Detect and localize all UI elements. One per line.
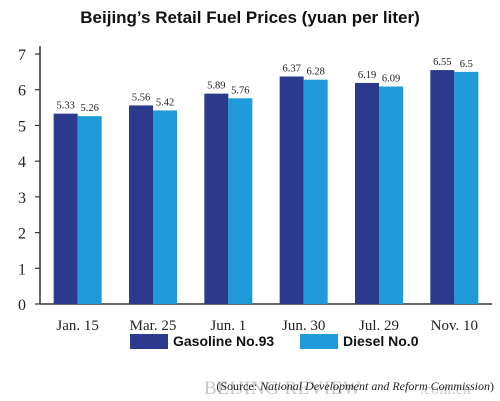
bar-diesel xyxy=(228,98,253,305)
source-note: (Source: National Development and Reform… xyxy=(216,379,494,393)
y-tick-label: 4 xyxy=(18,154,26,171)
y-tick-label: 5 xyxy=(18,118,26,135)
x-tick-label: Mar. 25 xyxy=(130,318,177,334)
legend-label-gasoline: Gasoline No.93 xyxy=(173,333,274,349)
data-label: 6.5 xyxy=(460,59,473,70)
data-label: 6.55 xyxy=(433,57,451,68)
bar-gasoline xyxy=(279,76,304,304)
data-label: 5.33 xyxy=(56,101,74,112)
watermark-name: BEIJING REVIEW xyxy=(204,378,361,399)
data-label: 5.56 xyxy=(132,92,150,103)
y-tick-label: 2 xyxy=(18,226,26,243)
legend-label-diesel: Diesel No.0 xyxy=(343,333,419,349)
bar-gasoline xyxy=(129,105,153,304)
bar-diesel xyxy=(303,79,328,304)
source-suffix: ) xyxy=(490,379,494,393)
bar-gasoline xyxy=(430,70,455,304)
bar-diesel xyxy=(454,71,479,304)
data-label: 5.42 xyxy=(156,97,174,108)
data-label: 6.37 xyxy=(282,64,300,75)
legend-swatch-diesel xyxy=(300,334,338,349)
x-tick-label: Jul. 29 xyxy=(359,318,399,334)
legend-swatch-gasoline xyxy=(130,334,168,349)
x-tick-label: Nov. 10 xyxy=(431,318,478,334)
y-tick-label: 0 xyxy=(18,297,26,314)
y-tick-label: 6 xyxy=(18,83,26,100)
bar-diesel xyxy=(153,110,177,304)
data-label: 5.76 xyxy=(231,85,249,96)
y-tick-label: 7 xyxy=(18,47,26,64)
data-label: 6.28 xyxy=(306,67,324,78)
x-tick-label: Jun. 1 xyxy=(210,318,246,334)
x-tick-label: Jun. 30 xyxy=(282,318,325,334)
data-label: 6.09 xyxy=(382,74,400,85)
bar-gasoline xyxy=(204,93,229,305)
bar-gasoline xyxy=(53,113,78,305)
legend: Gasoline No.93 Diesel No.0 xyxy=(130,333,419,349)
source-name: National Development and Reform Commissi… xyxy=(259,379,490,393)
x-tick-label: Jan. 15 xyxy=(56,318,99,334)
y-tick-label: 3 xyxy=(18,190,26,207)
source-prefix: (Source: xyxy=(216,379,260,393)
bar-gasoline xyxy=(355,82,379,304)
watermark: BEIJING REVIEW .com.cn xyxy=(204,378,471,399)
plot-area: 0 1 2 3 4 5 6 7 5.33 5.26 Jan. 15 5.56 5.42 Mar. 25 5.… xyxy=(18,46,492,334)
watermark-domain: .com.cn xyxy=(420,382,471,398)
data-label: 6.19 xyxy=(358,70,376,81)
y-tick-label: 1 xyxy=(18,261,26,278)
bar-diesel xyxy=(77,116,102,305)
chart-title: Beijing’s Retail Fuel Prices (yuan per l… xyxy=(80,8,419,27)
data-label: 5.26 xyxy=(80,103,98,114)
data-label: 5.89 xyxy=(207,81,225,92)
bar-diesel xyxy=(379,86,403,304)
